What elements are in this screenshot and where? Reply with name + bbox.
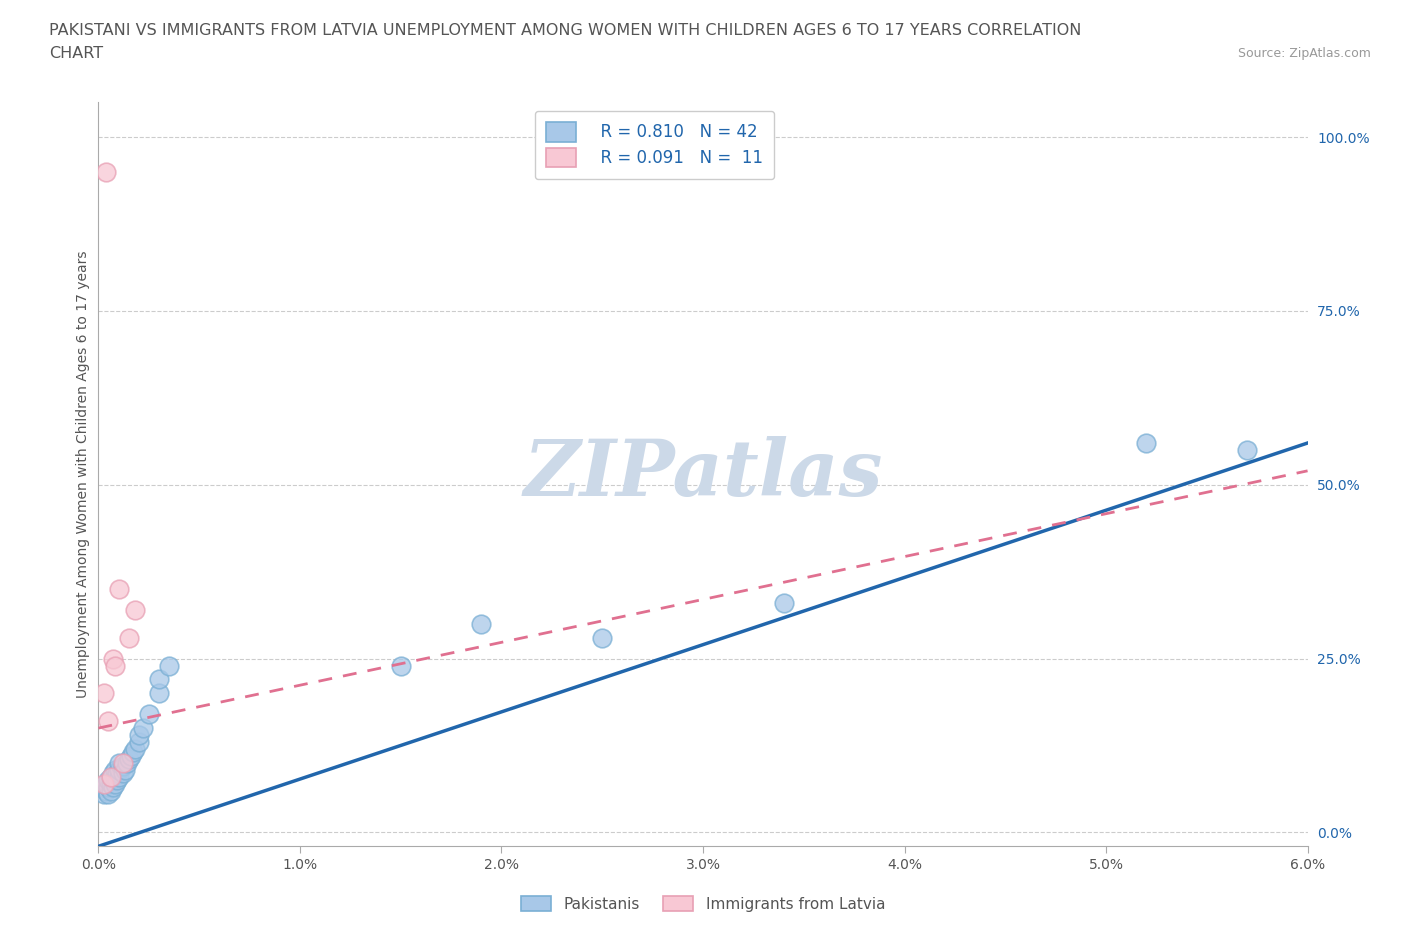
Point [148,672,170,687]
Legend:   R = 0.810   N = 42,   R = 0.091   N =  11: R = 0.810 N = 42, R = 0.091 N = 11 [534,111,775,179]
Point [93,686,115,701]
Point [115,755,138,770]
Point [93,779,115,794]
Point [138,707,160,722]
Point [107,769,129,784]
Point [93,787,115,802]
Point [96,165,118,179]
Y-axis label: Unemployment Among Women with Children Ages 6 to 17 years: Unemployment Among Women with Children A… [76,250,90,698]
Point [100,769,122,784]
Point [470,617,492,631]
Point [107,755,129,770]
Point [1135,435,1157,450]
Point [107,763,129,777]
Point [111,759,134,774]
Point [124,603,146,618]
Point [128,727,150,742]
Point [118,752,141,767]
Point [591,631,613,645]
Point [100,769,122,784]
Point [101,773,124,788]
Point [103,769,125,784]
Point [772,595,794,610]
Point [101,651,124,666]
Point [101,765,124,780]
Point [100,777,122,791]
Text: PAKISTANI VS IMMIGRANTS FROM LATVIA UNEMPLOYMENT AMONG WOMEN WITH CHILDREN AGES : PAKISTANI VS IMMIGRANTS FROM LATVIA UNEM… [49,23,1081,38]
Point [157,658,180,673]
Point [111,765,134,780]
Text: ZIPatlas: ZIPatlas [523,436,883,512]
Point [121,745,143,760]
Point [120,749,142,764]
Point [114,763,136,777]
Point [97,713,120,728]
Legend: Pakistanis, Immigrants from Latvia: Pakistanis, Immigrants from Latvia [515,889,891,918]
Point [96,777,118,791]
Point [105,773,128,788]
Point [101,779,124,794]
Point [128,735,150,750]
Point [111,755,134,770]
Point [103,777,125,791]
Point [105,765,128,780]
Point [93,777,115,791]
Text: Source: ZipAtlas.com: Source: ZipAtlas.com [1237,46,1371,60]
Point [1236,443,1258,458]
Point [103,658,125,673]
Point [103,763,125,777]
Point [124,741,146,756]
Point [107,581,129,596]
Text: CHART: CHART [49,46,103,61]
Point [118,631,141,645]
Point [97,773,120,788]
Point [97,787,120,802]
Point [100,783,122,798]
Point [132,721,155,736]
Point [389,658,412,673]
Point [96,783,118,798]
Point [97,779,120,794]
Point [148,686,170,701]
